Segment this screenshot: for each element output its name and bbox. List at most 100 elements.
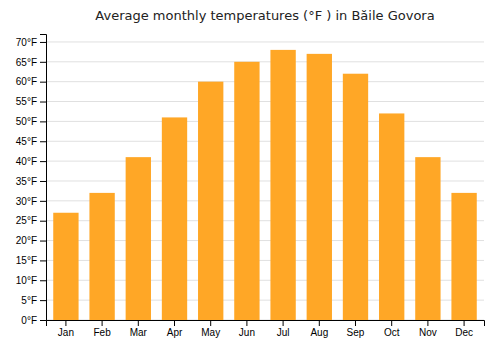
y-tick: 60°F [16, 76, 46, 87]
x-tick: Dec [455, 320, 473, 338]
y-tick-mark [40, 161, 46, 162]
x-tick-mark [210, 320, 211, 326]
bar [415, 157, 440, 320]
bar [270, 50, 295, 320]
y-tick-mark [40, 102, 46, 103]
x-tick-mark [427, 320, 428, 326]
x-axis: Jan Feb Mar Apr May Jun Jul Aug Sep Oct Nov Dec [47, 320, 485, 338]
y-tick-label: 65°F [16, 57, 37, 68]
x-tick: Jan [58, 320, 74, 338]
x-tick: Aug [310, 320, 328, 338]
bar [162, 117, 187, 320]
y-tick-mark [40, 260, 46, 261]
y-tick-label: 55°F [16, 96, 37, 107]
x-tick-label: Oct [384, 327, 400, 338]
y-tick: 15°F [16, 255, 46, 266]
bar [198, 82, 223, 320]
x-tick-label: Aug [310, 327, 328, 338]
y-tick-mark [40, 241, 46, 242]
y-tick-mark [40, 141, 46, 142]
x-tick-label: Dec [455, 327, 473, 338]
y-tick: 65°F [16, 57, 46, 68]
y-tick-label: 50°F [16, 116, 37, 127]
x-axis-line [47, 321, 485, 327]
x-tick: May [201, 320, 220, 338]
y-tick-mark [40, 121, 46, 122]
y-tick-label: 15°F [16, 255, 37, 266]
x-tick-label: May [201, 327, 220, 338]
x-tick: Oct [384, 320, 400, 338]
y-tick-mark [40, 62, 46, 63]
x-tick-mark [464, 320, 465, 326]
y-tick-label: 30°F [16, 196, 37, 207]
y-tick: 10°F [16, 275, 46, 286]
x-tick-label: Jul [277, 327, 290, 338]
grid [46, 42, 484, 320]
title: Average monthly temperatures (°F ) in Bă… [95, 8, 434, 23]
x-tick: Jul [277, 320, 290, 338]
x-tick-label: Mar [130, 327, 148, 338]
bar [451, 193, 476, 320]
x-tick-label: Apr [167, 327, 183, 338]
x-tick: Feb [93, 320, 111, 338]
grid-line [46, 141, 484, 142]
x-tick-label: Jun [239, 327, 255, 338]
x-tick-label: Sep [347, 327, 365, 338]
x-tick-mark [138, 320, 139, 326]
x-tick-mark [102, 320, 103, 326]
x-tick: Jun [239, 320, 255, 338]
x-tick-mark [391, 320, 392, 326]
x-tick: Sep [347, 320, 365, 338]
y-axis-line [40, 35, 47, 321]
x-tick-mark [283, 320, 284, 326]
y-tick: 0°F [21, 315, 46, 326]
x-tick: Apr [167, 320, 183, 338]
x-tick-mark [174, 320, 175, 326]
bar [53, 213, 78, 320]
y-tick: 5°F [21, 295, 46, 306]
x-tick: Mar [130, 320, 148, 338]
x-tick-mark [319, 320, 320, 326]
x-tick: Nov [419, 320, 437, 338]
bar [234, 62, 259, 320]
bar [126, 157, 151, 320]
y-tick-mark [40, 82, 46, 83]
y-tick: 45°F [16, 136, 46, 147]
chart: Jan Feb Mar Apr May Jun Jul Aug Sep Oct Nov Dec 0°F 5… [0, 0, 500, 350]
y-axis: 0°F5°F10°F15°F20°F25°F30°F35°F40°F45°F50… [16, 35, 47, 326]
y-tick-mark [40, 181, 46, 182]
y-tick: 40°F [16, 156, 46, 167]
grid-line [46, 101, 484, 102]
y-tick-label: 45°F [16, 136, 37, 147]
x-tick-label: Feb [93, 327, 111, 338]
x-tick-mark [246, 320, 247, 326]
bar [307, 54, 332, 320]
y-tick-label: 20°F [16, 235, 37, 246]
bars [53, 50, 477, 320]
y-tick-mark [40, 280, 46, 281]
bar [343, 74, 368, 320]
x-tick-mark [355, 320, 356, 326]
bar [379, 113, 404, 320]
y-tick-label: 60°F [16, 76, 37, 87]
y-tick-mark [40, 201, 46, 202]
grid-line [46, 41, 484, 42]
grid-line [46, 81, 484, 82]
grid-line [46, 121, 484, 122]
y-tick-mark [40, 300, 46, 301]
y-tick: 25°F [16, 215, 46, 226]
y-tick-label: 10°F [16, 275, 37, 286]
y-tick: 55°F [16, 96, 46, 107]
y-tick-label: 5°F [21, 295, 37, 306]
x-tick-label: Nov [419, 327, 437, 338]
y-tick-label: 70°F [16, 37, 37, 48]
y-tick-mark [40, 42, 46, 43]
y-tick-label: 25°F [16, 215, 37, 226]
x-tick-mark [65, 320, 66, 326]
x-tick-label: Jan [58, 327, 74, 338]
grid-line [46, 61, 484, 62]
y-tick-mark [40, 320, 46, 321]
bar [89, 193, 114, 320]
y-tick-label: 0°F [21, 315, 37, 326]
y-tick: 50°F [16, 116, 46, 127]
